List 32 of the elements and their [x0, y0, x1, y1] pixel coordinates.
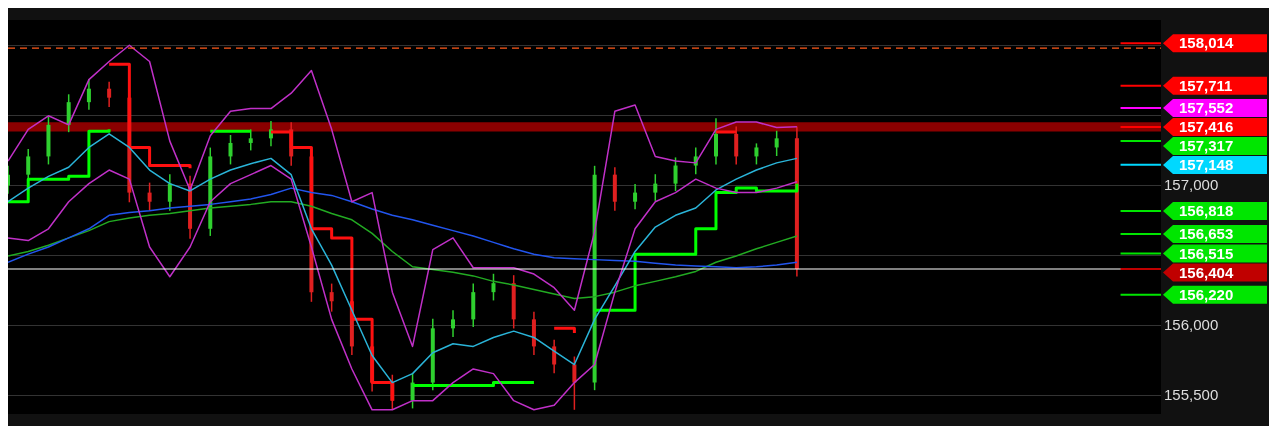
- ref-line-label: 156,404: [1179, 263, 1234, 281]
- ref-line-label: 156,653: [1179, 225, 1234, 243]
- ref-line-label: 157,711: [1179, 76, 1233, 94]
- ref-line-label: 156,220: [1179, 285, 1234, 303]
- ref-line-label: 156,515: [1179, 244, 1234, 262]
- candlestick: [754, 142, 759, 166]
- candlestick: [248, 128, 253, 152]
- candlestick: [107, 80, 112, 108]
- candlestick: [653, 173, 658, 202]
- ref-line-label: 156,818: [1179, 202, 1234, 220]
- candlestick: [713, 117, 718, 166]
- candlestick: [167, 173, 172, 212]
- candlestick: [329, 282, 334, 313]
- candlestick: [147, 181, 152, 212]
- candlestick: [228, 134, 233, 166]
- ref-line-label: 157,416: [1179, 118, 1234, 136]
- candlestick: [86, 78, 91, 111]
- ref-line-label: 157,317: [1179, 137, 1234, 155]
- candlestick: [633, 183, 638, 211]
- candlestick: [774, 130, 779, 157]
- ref-line-label: 157,148: [1179, 156, 1234, 174]
- candlestick: [734, 125, 739, 166]
- y-tick-label: 156,000: [1164, 315, 1219, 333]
- ref-line-label: 158,014: [1179, 34, 1234, 52]
- candlestick: [572, 355, 577, 411]
- candlestick: [552, 338, 557, 375]
- y-tick-label: 155,500: [1164, 385, 1219, 403]
- candlestick: [491, 273, 496, 302]
- y-tick-label: 157,000: [1164, 175, 1219, 193]
- candlestick: [673, 156, 678, 192]
- ref-line-label: 157,552: [1179, 99, 1234, 117]
- candlestick: [451, 309, 456, 338]
